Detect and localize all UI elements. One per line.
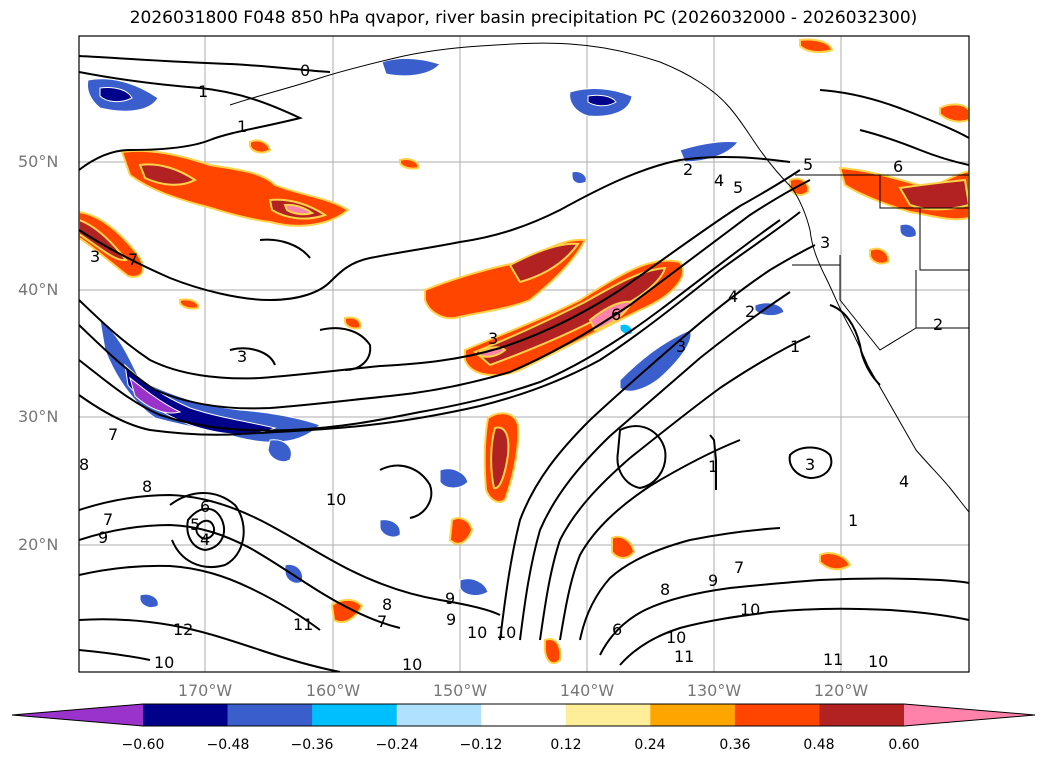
contour-label: 1 [237,117,247,136]
contour-label: 7 [108,425,118,444]
contour-label: 7 [377,612,387,631]
contour-label: 9 [98,528,108,547]
colorbar [11,703,1036,727]
colorbar-swatch [650,704,736,726]
contour-label: 3 [90,247,100,266]
lon-label-120w: 120°W [813,681,869,700]
contour-label: 10 [326,490,346,509]
colorbar-tick-label: −0.24 [375,737,419,753]
coastlines [229,42,969,513]
qvapor-contours [79,55,969,672]
colorbar-tick-label: −0.12 [459,737,503,753]
map-title: 2026031800 F048 850 hPa qvapor, river ba… [129,8,918,28]
lat-label-20n: 20°N [18,535,59,554]
contour-label: 6 [893,157,903,176]
contour-label: 12 [173,620,193,639]
contour-label: 9 [446,610,456,629]
contour-label: 7 [103,510,113,529]
lat-label-30n: 30°N [18,407,59,426]
colorbar-swatch [565,704,651,726]
contour-label: 5 [803,155,813,174]
colorbar-swatch [481,704,567,726]
lon-label-140w: 140°W [559,681,615,700]
contour-label: 8 [660,580,670,599]
contour-label: 10 [496,623,516,642]
contour-label: 10 [666,628,686,647]
colorbar-swatch [312,704,398,726]
contour-label: 6 [611,305,621,324]
contour-label: 2 [683,160,693,179]
lon-label-160w: 160°W [305,681,361,700]
contour-label: 7 [128,250,138,269]
contour-label-group: 0 1 1 2 4 5 5 6 3 2 3 3 7 3 6 4 2 1 3 7 … [79,61,943,674]
colorbar-tick-label: 0.60 [888,737,920,753]
contour-label: 10 [402,655,422,674]
lon-label-130w: 130°W [686,681,742,700]
lat-label-40n: 40°N [18,280,59,299]
map-frame [78,35,970,673]
contour-label: 0 [300,61,310,80]
contour-label: 11 [823,650,843,669]
contour-label: 4 [728,287,738,306]
lon-label-150w: 150°W [432,681,488,700]
contour-label: 5 [190,515,200,534]
colorbar-tick-label: 0.48 [803,737,835,753]
contour-label: 6 [200,497,210,516]
contour-label: 9 [708,571,718,590]
colorbar-tick-label: −0.60 [121,737,165,753]
contour-label: 2 [745,302,755,321]
contour-label: 1 [708,457,718,476]
contour-label: 9 [445,589,455,608]
lat-label-50n: 50°N [18,152,59,171]
colorbar-swatch [819,704,905,726]
colorbar-swatch [143,704,229,726]
contour-label: 2 [933,315,943,334]
contour-label: 10 [154,653,174,672]
contour-label: 3 [820,233,830,252]
contour-label: 6 [612,620,622,639]
colorbar-swatch [227,704,313,726]
contour-label: 8 [382,595,392,614]
colorbar-tick-label: 0.36 [719,737,751,753]
contour-label: 3 [237,347,247,366]
contour-label: 1 [848,511,858,530]
precip-positive-areas [79,38,969,665]
map-plot-area: 0 1 1 2 4 5 5 6 3 2 3 3 7 3 6 4 2 1 3 7 … [79,36,969,674]
contour-label: 3 [805,455,815,474]
colorbar-extend-low [12,704,143,726]
colorbar-swatch [396,704,482,726]
contour-label: 4 [200,530,210,549]
contour-label: 10 [467,623,487,642]
contour-label: 1 [790,337,800,356]
contour-label: 4 [714,171,724,190]
colorbar-tick-label: 0.24 [634,737,666,753]
colorbar-outline [11,703,1036,727]
contour-label: 10 [868,652,888,671]
contour-label: 3 [488,329,498,348]
contour-label: 4 [899,472,909,491]
contour-label: 8 [142,477,152,496]
colorbar-tick-label: −0.36 [290,737,334,753]
contour-label: 10 [740,600,760,619]
colorbar-extend-high [904,704,1035,726]
contour-label: 3 [676,337,686,356]
colorbar-tick-label: 0.12 [550,737,582,753]
contour-label: 7 [734,558,744,577]
contour-label: 1 [198,82,208,101]
contour-label: 5 [733,178,743,197]
contour-label: 11 [293,615,313,634]
colorbar-swatch [734,704,820,726]
colorbar-tick-label: −0.48 [206,737,250,753]
lon-label-170w: 170°W [177,681,233,700]
contour-label: 11 [674,647,694,666]
contour-label: 8 [79,455,89,474]
